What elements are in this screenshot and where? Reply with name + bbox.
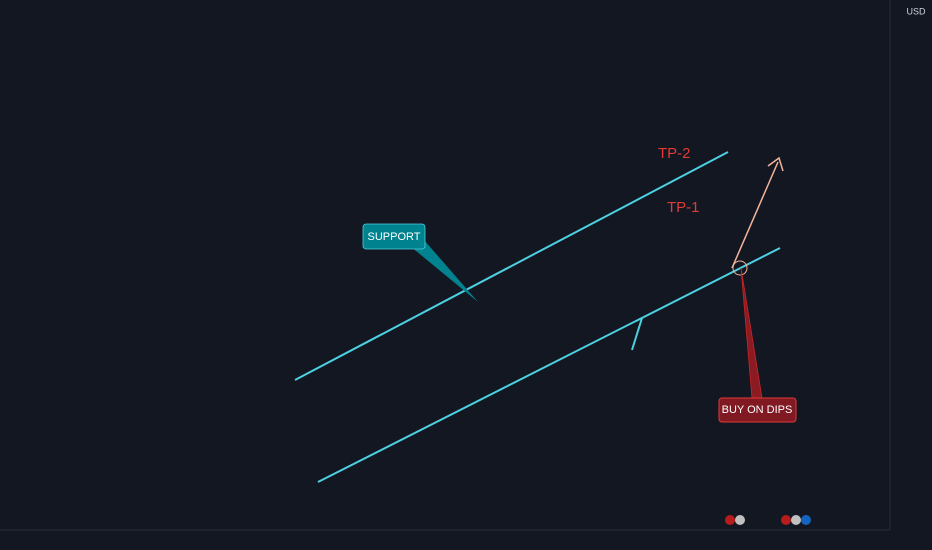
trend-stub	[631, 317, 643, 351]
event-icon	[791, 515, 801, 525]
time-axis	[0, 530, 932, 550]
event-icon	[735, 515, 745, 525]
event-icon	[801, 515, 811, 525]
buy-box	[718, 397, 797, 423]
event-icons	[725, 515, 811, 525]
drawings: SUPPORT BUY ON DIPS TP-2 TP-1	[294, 145, 797, 483]
currency-label: USD	[906, 6, 926, 16]
price-axis	[890, 0, 932, 550]
tp2-label: TP-2	[658, 145, 691, 162]
event-icon	[725, 515, 735, 525]
tp1-label: TP-1	[667, 199, 700, 216]
support-pointer	[410, 240, 478, 302]
channel-lower	[317, 247, 781, 483]
buy-label: BUY ON DIPS	[722, 404, 793, 416]
entry-circle	[732, 260, 748, 276]
currency-box	[903, 4, 929, 19]
support-box	[362, 223, 426, 250]
target-arrow	[731, 161, 779, 269]
channel-upper	[294, 151, 729, 381]
target-arrowhead	[767, 156, 784, 172]
event-icon	[781, 515, 791, 525]
support-label: SUPPORT	[368, 231, 421, 243]
